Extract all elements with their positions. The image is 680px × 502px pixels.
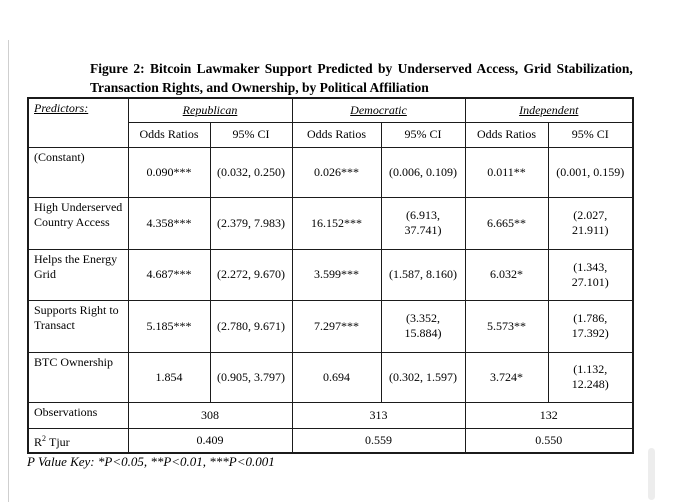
table-cell: (1.587, 8.160) bbox=[380, 248, 466, 301]
table-cell: 3.724* bbox=[464, 351, 549, 403]
table-cell: (0.006, 0.109) bbox=[380, 146, 466, 198]
predictor-label: High Underserved Country Access bbox=[27, 196, 129, 250]
table-cell: 4.687*** bbox=[127, 248, 211, 301]
table-cell: (6.913, 37.741) bbox=[380, 196, 466, 250]
table-cell: (3.352, 15.884) bbox=[380, 299, 466, 353]
group-label-independent: Independent bbox=[519, 102, 579, 117]
column-header-odds-ratios: Odds Ratios bbox=[464, 121, 549, 148]
group-label-democratic: Democratic bbox=[350, 102, 407, 117]
group-header-independent: Independent bbox=[464, 97, 634, 123]
header-row-measures: Odds Ratios 95% CI Odds Ratios 95% CI Od… bbox=[28, 121, 634, 148]
r2-value-independent: 0.550 bbox=[464, 427, 634, 453]
observations-value-independent: 132 bbox=[464, 401, 634, 429]
predictor-label: Supports Right to Transact bbox=[27, 299, 129, 353]
group-label-republican: Republican bbox=[182, 102, 238, 117]
table-cell: (0.032, 0.250) bbox=[209, 146, 293, 198]
table-cell: 6.665** bbox=[464, 196, 549, 250]
predictors-header-cell: Predictors: bbox=[27, 97, 129, 148]
table-row-constant: (Constant) 0.090*** (0.032, 0.250) 0.026… bbox=[27, 146, 634, 198]
figure-title-line1: Figure 2: Bitcoin Lawmaker Support Predi… bbox=[90, 61, 633, 76]
table-row-high-underserved-access: High Underserved Country Access 4.358***… bbox=[27, 196, 634, 250]
scrollbar-thumb[interactable] bbox=[648, 448, 655, 500]
r2-rest: Tjur bbox=[49, 434, 70, 449]
table-cell: 4.358*** bbox=[127, 196, 211, 250]
table-row-r2-tjur: R2 Tjur 0.409 0.559 0.550 bbox=[27, 427, 634, 453]
predictor-label: Helps the Energy Grid bbox=[27, 248, 129, 301]
table-cell: 3.599*** bbox=[291, 248, 382, 301]
r2-value-republican: 0.409 bbox=[127, 427, 293, 453]
table-cell: 5.573** bbox=[464, 299, 549, 353]
table-cell: 5.185*** bbox=[127, 299, 211, 353]
table-row-btc-ownership: BTC Ownership 1.854 (0.905, 3.797) 0.694… bbox=[27, 351, 634, 403]
figure-title-line2: Transaction Rights, and Ownership, by Po… bbox=[90, 80, 429, 95]
table-cell: (1.786, 17.392) bbox=[547, 299, 634, 353]
table-cell: 0.694 bbox=[291, 351, 382, 403]
column-header-95ci: 95% CI bbox=[380, 121, 466, 148]
table-cell: (2.027, 21.911) bbox=[547, 196, 634, 250]
observations-label: Observations bbox=[27, 401, 129, 429]
table-cell: (0.302, 1.597) bbox=[380, 351, 466, 403]
page-edge-line bbox=[8, 40, 9, 502]
column-header-odds-ratios: Odds Ratios bbox=[291, 121, 382, 148]
table-cell: (2.272, 9.670) bbox=[209, 248, 293, 301]
table-row-observations: Observations 308 313 132 bbox=[27, 401, 634, 429]
table-cell: 0.011** bbox=[464, 146, 549, 198]
observations-value-democratic: 313 bbox=[291, 401, 466, 429]
group-header-democratic: Democratic bbox=[291, 97, 466, 123]
table-cell: (1.343, 27.101) bbox=[547, 248, 634, 301]
table-row-supports-right-to-transact: Supports Right to Transact 5.185*** (2.7… bbox=[27, 299, 634, 353]
table-cell: 6.032* bbox=[464, 248, 549, 301]
r2-value-democratic: 0.559 bbox=[291, 427, 466, 453]
r2-tjur-label: R2 Tjur bbox=[27, 427, 129, 453]
header-row-groups: Predictors: Republican Democratic Indepe… bbox=[27, 97, 634, 148]
table-cell: 0.026*** bbox=[291, 146, 382, 198]
table-cell: (1.132, 12.248) bbox=[547, 351, 634, 403]
p-value-key: P Value Key: *P<0.05, **P<0.01, ***P<0.0… bbox=[27, 454, 275, 469]
regression-table: Predictors: Republican Democratic Indepe… bbox=[27, 97, 634, 454]
table-cell: 0.090*** bbox=[127, 146, 211, 198]
predictor-label: BTC Ownership bbox=[27, 351, 129, 403]
table-cell: (2.780, 9.671) bbox=[209, 299, 293, 353]
column-header-95ci: 95% CI bbox=[547, 121, 634, 148]
table-cell: 16.152*** bbox=[291, 196, 382, 250]
table-row-helps-energy-grid: Helps the Energy Grid 4.687*** (2.272, 9… bbox=[27, 248, 634, 301]
group-header-republican: Republican bbox=[127, 97, 293, 123]
predictor-label: (Constant) bbox=[27, 146, 129, 198]
r2-base: R bbox=[34, 434, 43, 449]
table-cell: (0.905, 3.797) bbox=[209, 351, 293, 403]
table-cell: (0.001, 0.159) bbox=[547, 146, 634, 198]
table-cell: 7.297*** bbox=[291, 299, 382, 353]
column-header-95ci: 95% CI bbox=[209, 121, 293, 148]
figure-title: Figure 2: Bitcoin Lawmaker Support Predi… bbox=[90, 59, 633, 97]
observations-value-republican: 308 bbox=[127, 401, 293, 429]
table-cell: 1.854 bbox=[127, 351, 211, 403]
column-header-odds-ratios: Odds Ratios bbox=[127, 121, 211, 148]
table-cell: (2.379, 7.983) bbox=[209, 196, 293, 250]
r2-superscript: 2 bbox=[42, 433, 47, 443]
predictors-header-label: Predictors: bbox=[34, 101, 89, 115]
